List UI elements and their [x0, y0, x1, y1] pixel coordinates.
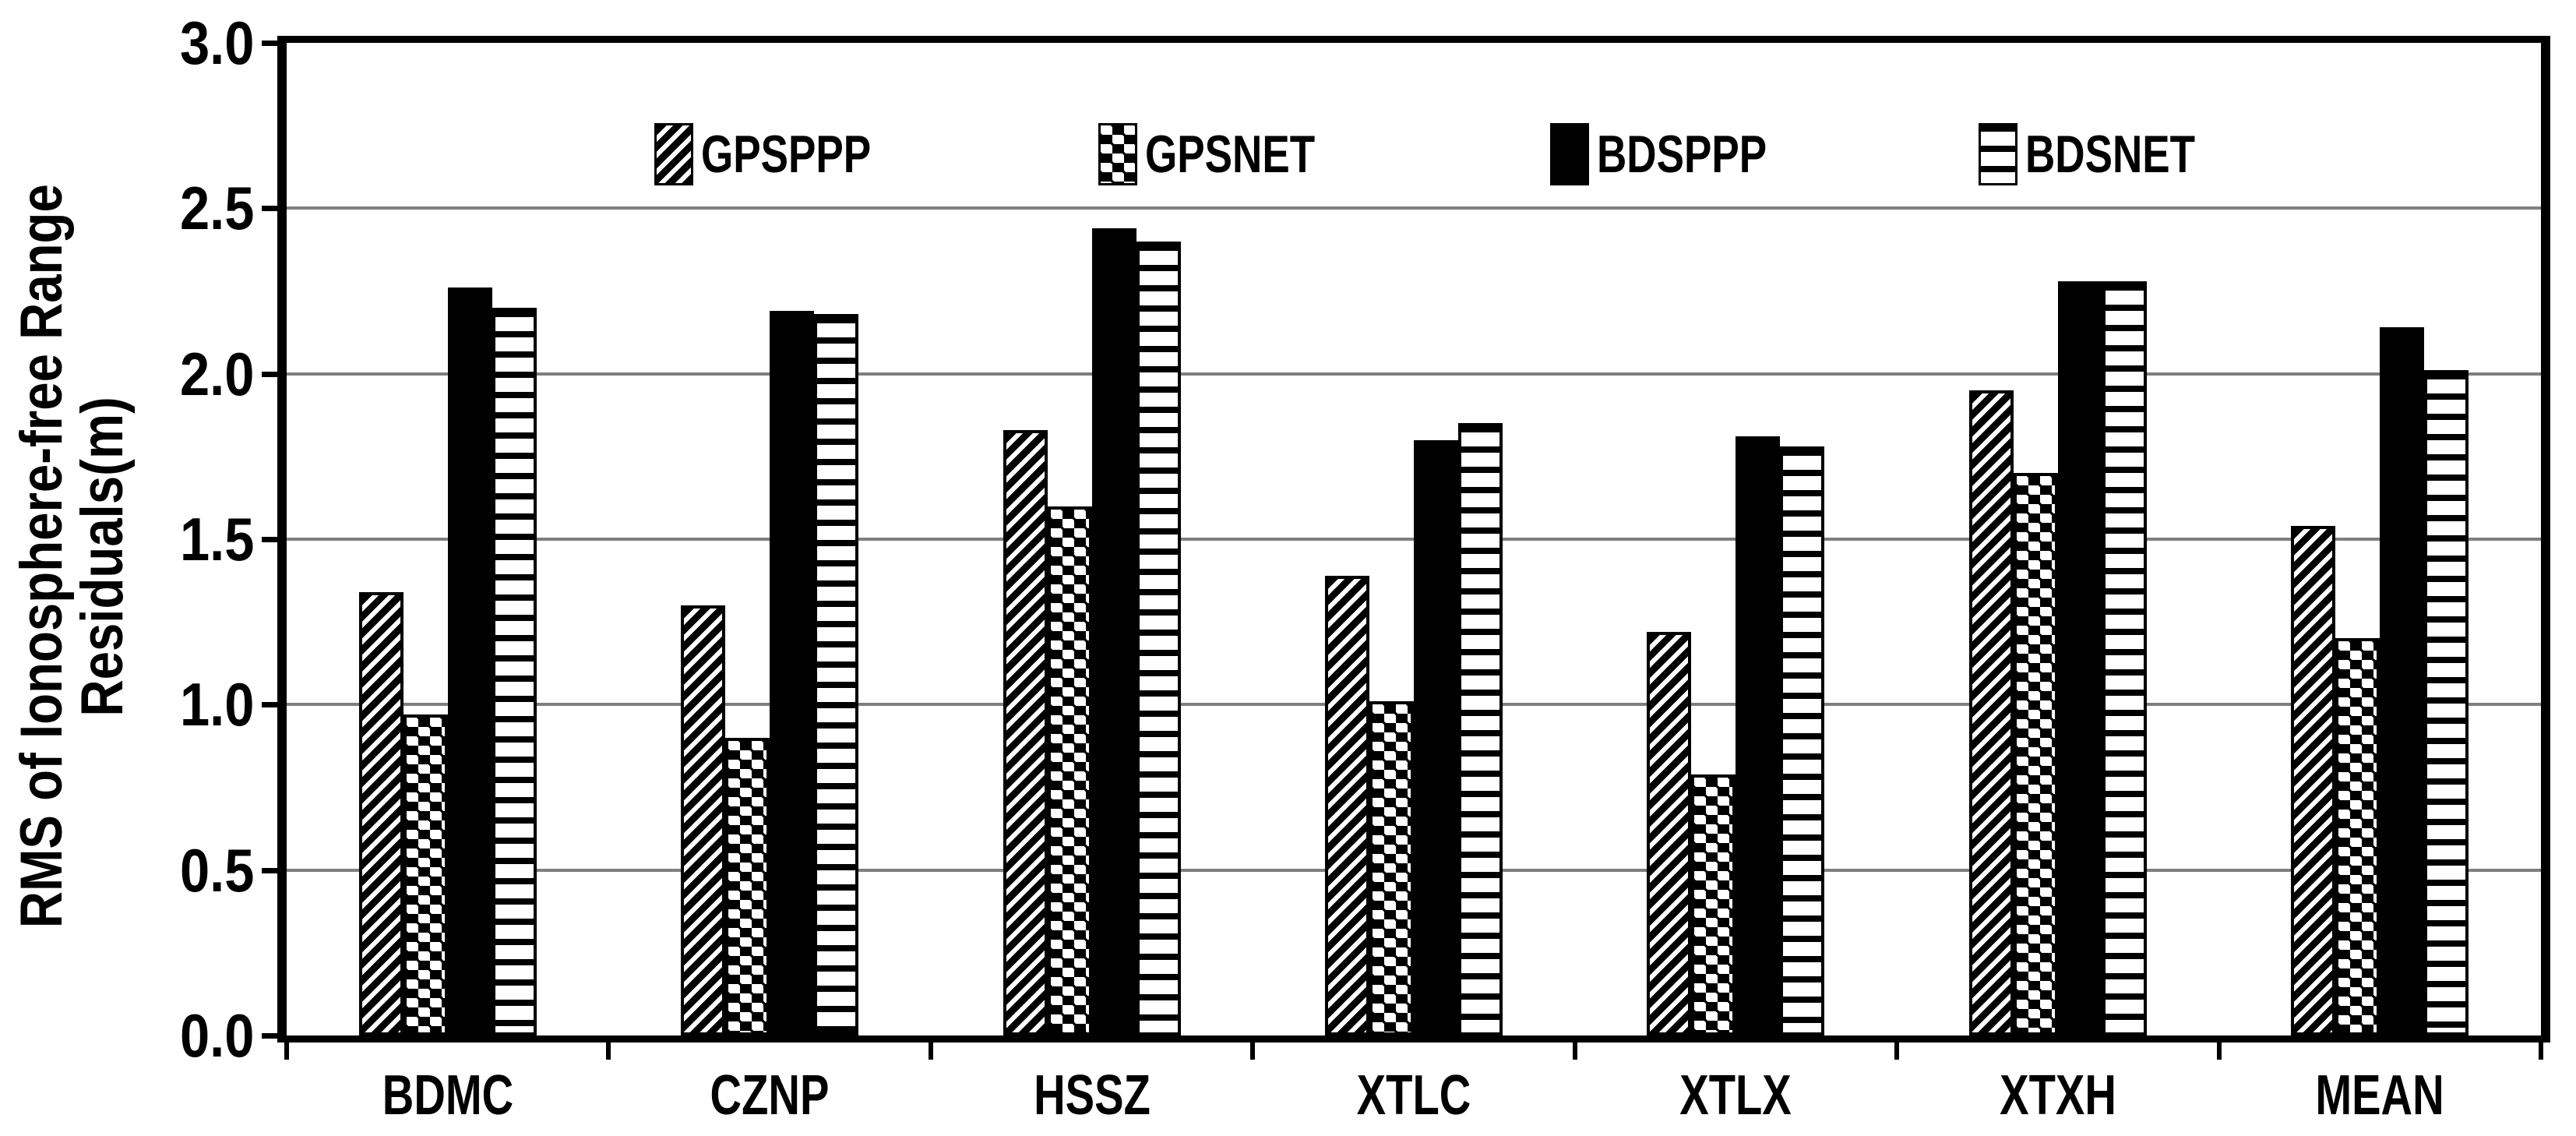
y-axis-tick-label-text: 3.0 — [179, 9, 254, 77]
x-axis-tick — [929, 1043, 933, 1060]
y-axis-tick-label: 3.0 — [31, 12, 254, 74]
legend-label-gpsppp: GPSPPP — [701, 125, 872, 184]
bar-bdsppp-xtlc — [1414, 440, 1458, 1035]
category-label-text: XTLX — [1679, 1064, 1792, 1127]
y-axis-tick-label-text: 2.0 — [179, 339, 254, 408]
category-label-mean: MEAN — [2224, 1066, 2535, 1125]
bar-gpsnet-xtlx — [1691, 774, 1736, 1035]
gridline — [287, 206, 2541, 210]
x-axis-tick — [1894, 1043, 1899, 1060]
legend-label-bdsnet: BDSNET — [2025, 125, 2196, 184]
category-label-cznp: CZNP — [614, 1066, 925, 1125]
bar-gpsppp-xtlx — [1647, 632, 1691, 1035]
y-axis-tick-label-text: 0.0 — [179, 1001, 254, 1070]
y-axis-tick — [262, 371, 287, 377]
bar-gpsnet-mean — [2335, 638, 2380, 1035]
y-axis-tick-label-text: 1.5 — [179, 505, 254, 573]
y-axis-tick — [262, 1033, 287, 1039]
bar-bdsppp-hssz — [1092, 228, 1136, 1035]
bar-bdsppp-bdmc — [448, 288, 492, 1035]
y-axis-tick-label-text: 0.5 — [179, 835, 254, 905]
legend-swatch-solid-black-icon — [1550, 123, 1589, 185]
bar-bdsppp-mean — [2380, 327, 2424, 1035]
y-axis-tick — [262, 537, 287, 542]
y-axis-tick-label: 1.5 — [31, 508, 254, 570]
y-axis-tick-label: 0.5 — [31, 839, 254, 901]
legend-swatch-horizontal-lines-icon — [1979, 123, 2017, 185]
y-axis-tick-label-text: 2.5 — [179, 174, 254, 243]
legend-item-bdsnet: BDSNET — [1979, 121, 2243, 188]
y-axis-tick — [262, 867, 287, 873]
bar-bdsnet-mean — [2424, 370, 2469, 1035]
category-label-xtlx: XTLX — [1580, 1066, 1891, 1125]
bar-bdsnet-hssz — [1136, 242, 1181, 1035]
bar-gpsnet-cznp — [725, 738, 770, 1035]
legend-swatch-checkerboard-icon — [1098, 123, 1137, 185]
category-label-text: MEAN — [2315, 1064, 2444, 1127]
legend-swatch-diagonal-hatch-icon — [654, 123, 693, 185]
bar-bdsppp-xtxh — [2058, 281, 2102, 1035]
bar-bdsppp-xtlx — [1736, 436, 1780, 1035]
y-axis-tick-label: 0.0 — [31, 1004, 254, 1067]
bar-bdsnet-xtlc — [1458, 423, 1503, 1035]
category-label-bdmc: BDMC — [292, 1066, 604, 1125]
bar-gpsnet-hssz — [1048, 506, 1092, 1035]
category-label-xtxh: XTXH — [1902, 1066, 2214, 1125]
bar-gpsppp-cznp — [681, 605, 725, 1035]
bar-gpsppp-mean — [2291, 526, 2335, 1035]
y-axis-tick-label: 2.5 — [31, 177, 254, 239]
bar-gpsppp-bdmc — [359, 592, 403, 1035]
x-axis-tick — [606, 1043, 611, 1060]
plot-area: GPSPPP GPSNET BDSPPP BDSNET — [277, 36, 2550, 1043]
x-axis-tick — [2217, 1043, 2222, 1060]
category-label-text: BDMC — [382, 1064, 514, 1127]
y-axis-tick-label-text: 1.0 — [179, 670, 254, 739]
category-label-hssz: HSSZ — [936, 1066, 1248, 1125]
bar-bdsnet-xtxh — [2102, 281, 2147, 1035]
y-axis-tick — [262, 41, 287, 46]
bar-gpsnet-xtlc — [1369, 701, 1414, 1035]
legend-label-gpsnet: GPSNET — [1145, 125, 1316, 184]
x-axis-tick — [1250, 1043, 1255, 1060]
bar-bdsnet-cznp — [814, 314, 858, 1035]
gridline — [287, 372, 2541, 376]
category-label-text: XTXH — [2000, 1064, 2116, 1127]
bar-gpsppp-xtlc — [1325, 576, 1369, 1035]
bar-gpsppp-xtxh — [1969, 390, 2014, 1035]
y-axis-tick-label: 2.0 — [31, 343, 254, 405]
legend-label-bdsppp: BDSPPP — [1597, 125, 1767, 184]
category-label-text: CZNP — [710, 1064, 830, 1127]
bar-bdsnet-bdmc — [492, 308, 537, 1035]
y-axis-tick — [262, 702, 287, 708]
y-axis-tick — [262, 206, 287, 212]
y-axis-tick-label: 1.0 — [31, 673, 254, 736]
x-axis-tick — [1573, 1043, 1577, 1060]
category-label-xtlc: XTLC — [1258, 1066, 1570, 1125]
legend-item-gpsnet: GPSNET — [1098, 121, 1363, 188]
bar-bdsppp-cznp — [770, 311, 814, 1035]
x-axis-tick — [284, 1043, 289, 1060]
category-label-text: HSSZ — [1034, 1064, 1151, 1127]
category-label-text: XTLC — [1356, 1064, 1471, 1127]
legend-item-bdsppp: BDSPPP — [1550, 121, 1815, 188]
bar-gpsppp-hssz — [1003, 430, 1048, 1035]
bar-bdsnet-xtlx — [1780, 446, 1824, 1035]
legend-item-gpsppp: GPSPPP — [654, 121, 919, 188]
bar-gpsnet-bdmc — [403, 714, 448, 1035]
bar-gpsnet-xtxh — [2014, 473, 2058, 1035]
x-axis-tick — [2539, 1043, 2543, 1060]
